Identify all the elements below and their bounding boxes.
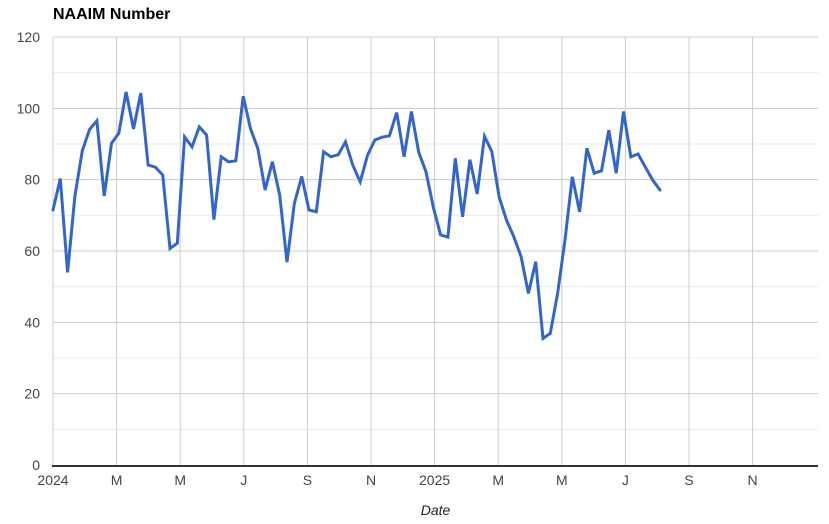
x-tick-label: J — [240, 472, 247, 488]
x-tick-label: M — [174, 472, 186, 488]
x-tick-label: N — [366, 472, 376, 488]
x-tick-label: M — [111, 472, 123, 488]
x-tick-label: 2025 — [419, 472, 450, 488]
x-tick-label: M — [492, 472, 504, 488]
y-tick-label: 100 — [17, 100, 41, 116]
x-tick-label: M — [556, 472, 568, 488]
y-tick-label: 120 — [17, 29, 41, 45]
x-tick-label: N — [748, 472, 758, 488]
y-tick-label: 60 — [24, 243, 40, 259]
y-tick-label: 0 — [32, 457, 40, 473]
chart-title: NAAIM Number — [53, 6, 171, 23]
x-tick-label: S — [303, 472, 312, 488]
x-tick-label: S — [684, 472, 693, 488]
y-tick-label: 20 — [24, 386, 40, 402]
y-tick-label: 80 — [24, 172, 40, 188]
x-tick-label: J — [622, 472, 629, 488]
y-tick-label: 40 — [24, 314, 40, 330]
x-tick-label: 2024 — [37, 472, 68, 488]
x-axis-title: Date — [420, 502, 451, 518]
series-line[interactable] — [51, 91, 662, 342]
